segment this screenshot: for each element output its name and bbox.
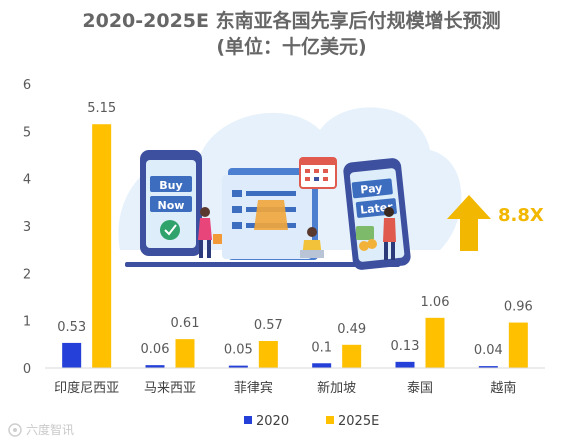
- category-label: 印度尼西亚: [54, 380, 119, 396]
- data-label: 0.96: [504, 300, 533, 315]
- bar-series: 0.53 5.15 0.060.61 0.050.57 0.1 0.49 0.13 1.06 0…: [57, 101, 533, 368]
- chart-title-block: 2020-2025E 东南亚各国先享后付规模增长预测 (单位：十亿美元): [0, 8, 583, 60]
- category-label: 马来西亚: [144, 381, 196, 396]
- bar-series-1: [395, 361, 415, 368]
- bar-series-1: [228, 365, 248, 368]
- calendar-icon: [299, 157, 337, 189]
- bar-series-2: [425, 317, 445, 368]
- phone-left-icon: Buy Now: [140, 150, 202, 256]
- legend: 2020 2025E: [244, 414, 379, 429]
- y-tick-label: 2: [23, 267, 31, 282]
- bar-series-2: [342, 344, 362, 368]
- y-axis-ticks: 0 1 2 3 4 5 6: [23, 78, 31, 377]
- data-label: 0.1: [311, 340, 332, 355]
- growth-arrow-icon: [447, 195, 491, 251]
- y-tick-label: 0: [23, 362, 31, 377]
- legend-label: 2025E: [338, 414, 379, 429]
- phone-right-icon: Pay Later: [343, 158, 411, 270]
- category-label: 泰国: [407, 381, 433, 396]
- bar-series-1: [62, 342, 82, 368]
- y-tick-label: 1: [23, 315, 31, 330]
- phone-left-line-1: Buy: [159, 179, 182, 192]
- data-label: 0.49: [337, 322, 366, 337]
- legend-swatch: [326, 416, 334, 424]
- data-label: 0.04: [474, 343, 503, 358]
- category-label: 越南: [490, 380, 516, 396]
- buy-now-pay-later-illustration: Buy Now: [118, 107, 462, 270]
- x-axis-categories: 印度尼西亚 马来西亚 菲律宾 新加坡 泰国 越南: [54, 380, 516, 396]
- legend-label: 2020: [256, 414, 289, 429]
- y-tick-label: 5: [23, 125, 31, 140]
- growth-callout-text: 8.8X: [498, 205, 544, 226]
- shopper-figure-icon: [198, 207, 222, 258]
- bar-series-1: [478, 366, 498, 368]
- phone-right-line-1: Pay: [360, 181, 383, 196]
- document-stack-icon: [222, 168, 318, 260]
- data-label: 0.53: [57, 320, 86, 335]
- y-tick-label: 3: [23, 220, 31, 235]
- category-label: 菲律宾: [234, 380, 273, 396]
- watermark-logo-icon: [8, 423, 22, 437]
- growth-callout: 8.8X: [447, 195, 544, 251]
- data-label: 0.06: [141, 342, 170, 357]
- data-label: 0.61: [171, 316, 200, 331]
- man-with-card-icon: [383, 207, 396, 260]
- chart-title: 2020-2025E 东南亚各国先享后付规模增长预测: [82, 10, 501, 32]
- bar-series-2: [175, 339, 195, 368]
- data-label: 0.05: [224, 343, 253, 358]
- data-label: 5.15: [87, 101, 116, 116]
- y-tick-label: 6: [23, 78, 31, 93]
- data-label: 1.06: [421, 295, 450, 310]
- bar-series-2: [92, 124, 112, 368]
- phone-left-line-2: Now: [158, 199, 185, 212]
- bar-series-1: [312, 363, 332, 368]
- floor-line: [125, 262, 400, 267]
- laptop-person-icon: [300, 227, 324, 258]
- bar-series-2: [508, 322, 528, 368]
- bar-series-2: [258, 341, 278, 368]
- legend-swatch: [244, 416, 252, 424]
- bar-series-1: [145, 365, 165, 368]
- data-label: 0.57: [254, 318, 283, 333]
- category-label: 新加坡: [317, 380, 356, 396]
- watermark: 六度智讯: [26, 422, 74, 437]
- y-tick-label: 4: [23, 173, 31, 188]
- data-label: 0.13: [391, 339, 420, 354]
- chart-subtitle: (单位：十亿美元): [216, 36, 367, 58]
